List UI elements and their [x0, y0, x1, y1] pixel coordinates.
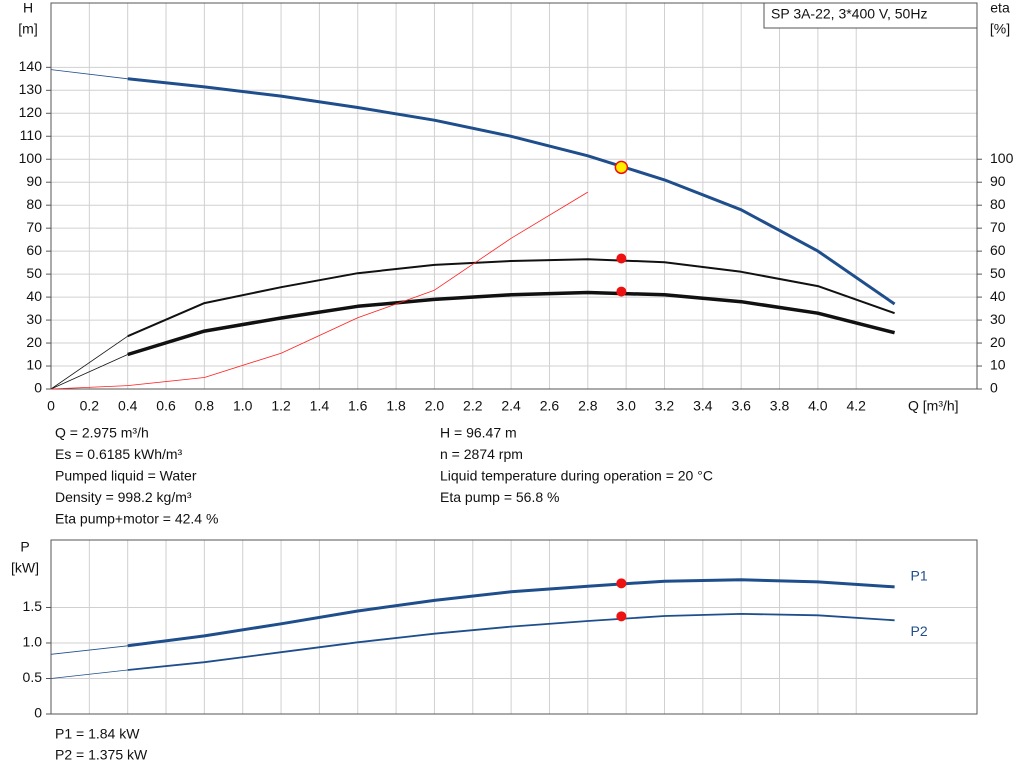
x-tick-label: 1.8 [386, 398, 406, 414]
y-tick-label: 130 [19, 81, 43, 97]
y-tick-label: 90 [26, 173, 42, 189]
y2-tick-label: 80 [990, 196, 1006, 212]
x-tick-label: 2.0 [425, 398, 445, 414]
y-tick-label: 100 [19, 150, 43, 166]
info-text: Liquid temperature during operation = 20… [440, 468, 713, 484]
y-tick-label: 1.0 [23, 634, 43, 650]
operating-point [616, 578, 627, 589]
y-tick-label: 40 [26, 288, 42, 304]
y-tick-label: 60 [26, 242, 42, 258]
y2-tick-label: 100 [990, 150, 1014, 166]
curve [127, 578, 895, 648]
info-text: Density = 998.2 kg/m³ [55, 489, 192, 505]
y-tick-label: 70 [26, 219, 42, 235]
curve [127, 290, 896, 357]
y-tick-label: 20 [26, 334, 42, 350]
y2-tick-label: 30 [990, 311, 1006, 327]
x-tick-label: 1.0 [233, 398, 253, 414]
curve [50, 385, 128, 390]
series-label: P1 [911, 568, 928, 584]
y-tick-label: 120 [19, 104, 43, 120]
x-tick-label: 0.8 [195, 398, 215, 414]
x-tick-label: 3.4 [693, 398, 713, 414]
y-tick-label: 140 [19, 58, 43, 74]
y-axis-label: H [23, 0, 33, 16]
y-tick-label: 0.5 [23, 669, 43, 685]
curve [50, 335, 128, 390]
x-tick-label: 2.2 [463, 398, 483, 414]
info-text: H = 96.47 m [440, 425, 517, 441]
y-axis-unit: [kW] [11, 560, 39, 576]
info-text: Es = 0.6185 kWh/m³ [55, 446, 183, 462]
y-tick-label: 0 [34, 705, 42, 721]
y2-tick-label: 60 [990, 242, 1006, 258]
y-tick-label: 1.5 [23, 598, 43, 614]
plot-frame [50, 539, 978, 715]
x-tick-label: 2.4 [501, 398, 521, 414]
chart-title: SP 3A-22, 3*400 V, 50Hz [771, 6, 927, 22]
y-tick-label: 50 [26, 265, 42, 281]
operating-point [616, 253, 627, 264]
y2-tick-label: 20 [990, 334, 1006, 350]
series-label: P2 [911, 623, 928, 639]
operating-point [614, 160, 629, 175]
y2-tick-label: 50 [990, 265, 1006, 281]
x-tick-label: 0 [47, 398, 55, 414]
y2-tick-label: 70 [990, 219, 1006, 235]
info-text: P2 = 1.375 kW [55, 747, 148, 763]
info-text: Pumped liquid = Water [55, 468, 197, 484]
title-box [763, 2, 978, 29]
plot-frame [50, 2, 978, 390]
curve [50, 354, 128, 390]
x-tick-label: 0.6 [156, 398, 176, 414]
x-tick-label: 0.4 [118, 398, 138, 414]
y2-tick-label: 10 [990, 357, 1006, 373]
y2-tick-label: 40 [990, 288, 1006, 304]
y2-axis-label: eta [990, 0, 1010, 16]
y2-axis-unit: [%] [990, 21, 1010, 37]
y-tick-label: 0 [34, 380, 42, 396]
x-tick-label: 1.6 [348, 398, 368, 414]
info-text: Eta pump = 56.8 % [440, 489, 559, 505]
curve [127, 191, 589, 386]
y-axis-label: P [20, 539, 29, 555]
x-tick-label: 2.8 [578, 398, 598, 414]
y-tick-label: 80 [26, 196, 42, 212]
x-tick-label: 3.6 [731, 398, 751, 414]
x-tick-label: 4.2 [846, 398, 866, 414]
x-tick-label: 3.0 [616, 398, 636, 414]
y2-tick-label: 0 [990, 380, 998, 396]
x-tick-label: 2.6 [540, 398, 560, 414]
operating-point [616, 611, 627, 622]
y-axis-unit: [m] [18, 21, 37, 37]
x-axis-label: Q [m³/h] [908, 398, 959, 414]
curve [50, 645, 128, 655]
info-text: Eta pump+motor = 42.4 % [55, 511, 218, 527]
x-tick-label: 1.2 [271, 398, 291, 414]
y-tick-label: 10 [26, 357, 42, 373]
info-text: Q = 2.975 m³/h [55, 425, 149, 441]
curve [127, 77, 896, 306]
y-tick-label: 30 [26, 311, 42, 327]
x-tick-label: 0.2 [80, 398, 100, 414]
curve [50, 669, 128, 679]
curve [127, 258, 895, 338]
info-text: n = 2874 rpm [440, 446, 523, 462]
y2-tick-label: 90 [990, 173, 1006, 189]
y-tick-label: 110 [20, 127, 43, 143]
x-tick-label: 1.4 [310, 398, 330, 414]
x-tick-label: 4.0 [808, 398, 828, 414]
x-tick-label: 3.8 [770, 398, 790, 414]
info-text: P1 = 1.84 kW [55, 726, 140, 742]
x-tick-label: 3.2 [655, 398, 675, 414]
operating-point [616, 286, 627, 297]
curve [127, 613, 895, 671]
curve [50, 69, 128, 80]
